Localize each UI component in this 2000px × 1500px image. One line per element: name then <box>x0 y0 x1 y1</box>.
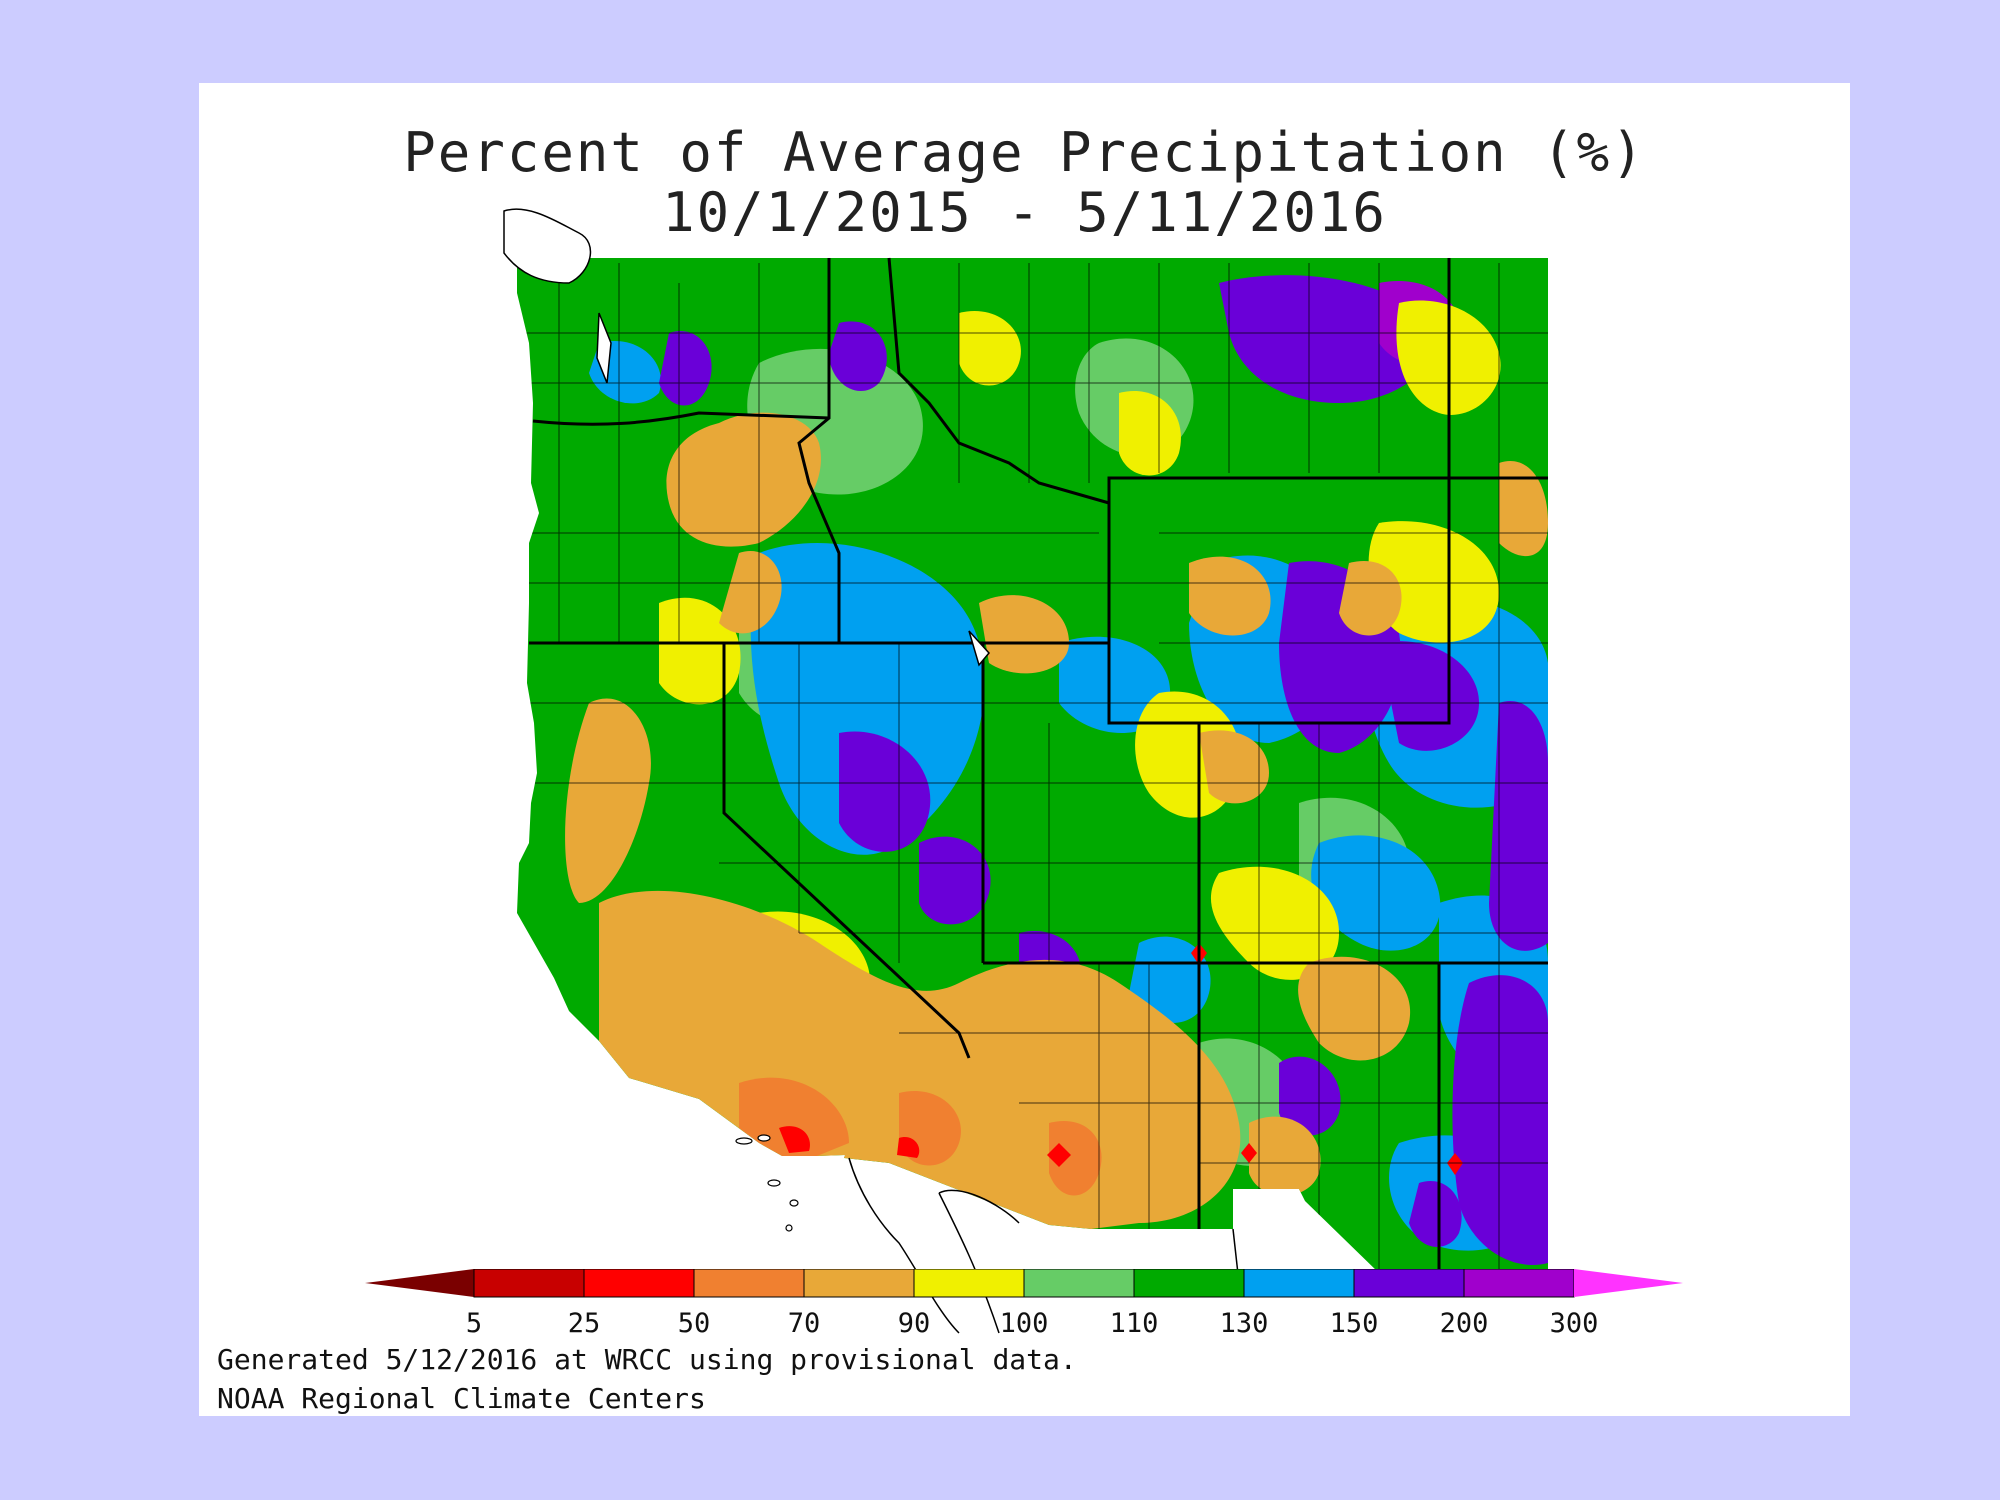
legend-tick-label: 70 <box>787 1308 821 1339</box>
map-date-range: 10/1/2015 - 5/11/2016 <box>662 181 1387 244</box>
mexico-outline <box>848 1157 1240 1334</box>
legend-tick-label: 100 <box>999 1308 1049 1339</box>
legend-color-segment <box>913 1269 1025 1298</box>
channel-islands <box>735 1134 799 1232</box>
legend-color-segment <box>1133 1269 1245 1298</box>
legend-tick-label: 90 <box>897 1308 931 1339</box>
legend-tick-label: 25 <box>567 1308 601 1339</box>
legend-tick-label: 300 <box>1549 1308 1599 1339</box>
map-title: Percent of Average Precipitation (%) <box>403 121 1646 184</box>
legend-color-segment <box>1463 1269 1575 1298</box>
legend-color-segment <box>1243 1269 1355 1298</box>
county-boundaries <box>519 263 1548 1273</box>
legend-tick-label: 150 <box>1329 1308 1379 1339</box>
legend-color-segment <box>1353 1269 1465 1298</box>
legend-color-segment <box>1023 1269 1135 1298</box>
legend-tick-label: 130 <box>1219 1308 1269 1339</box>
legend-tick-label: 200 <box>1439 1308 1489 1339</box>
legend-arrow-right <box>1574 1269 1683 1297</box>
generated-note: Generated 5/12/2016 at WRCC using provis… <box>217 1343 1077 1376</box>
legend-color-segment <box>693 1269 805 1298</box>
legend-colorbar <box>365 1269 1683 1298</box>
state-boundaries <box>529 257 1548 1273</box>
source-credit: NOAA Regional Climate Centers <box>217 1382 706 1415</box>
legend-arrow-left <box>365 1269 474 1297</box>
legend-tick-label: 50 <box>677 1308 711 1339</box>
legend-tick-label: 5 <box>465 1308 483 1339</box>
legend-tick-label: 110 <box>1109 1308 1159 1339</box>
legend-color-segment <box>473 1269 585 1298</box>
map-panel: Percent of Average Precipitation (%) 10/… <box>199 83 1850 1416</box>
legend-color-segment <box>803 1269 915 1298</box>
precipitation-map <box>503 208 1548 1334</box>
legend-color-segment <box>583 1269 695 1298</box>
coastline-detail <box>503 208 990 667</box>
